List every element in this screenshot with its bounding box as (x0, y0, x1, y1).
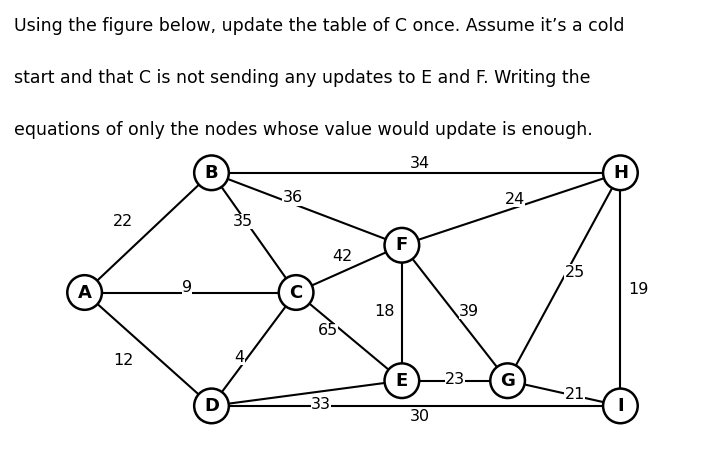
Text: I: I (617, 397, 624, 415)
Text: 65: 65 (318, 323, 338, 338)
Text: 22: 22 (114, 214, 133, 229)
Ellipse shape (194, 389, 229, 423)
Text: 19: 19 (628, 282, 648, 297)
Ellipse shape (384, 364, 419, 398)
Text: 23: 23 (445, 372, 465, 387)
Text: 35: 35 (233, 214, 253, 229)
Text: 24: 24 (505, 192, 525, 207)
Text: 36: 36 (283, 190, 302, 206)
Text: 21: 21 (565, 387, 584, 402)
Text: H: H (613, 164, 628, 182)
Text: 12: 12 (114, 353, 133, 368)
Text: C: C (290, 284, 302, 302)
Text: 25: 25 (565, 265, 584, 279)
Text: E: E (396, 372, 408, 390)
Text: 9: 9 (182, 280, 192, 295)
Ellipse shape (194, 156, 229, 190)
Text: 30: 30 (410, 410, 429, 424)
Text: Using the figure below, update the table of C once. Assume it’s a cold: Using the figure below, update the table… (14, 17, 625, 35)
Text: 34: 34 (410, 156, 429, 171)
Ellipse shape (603, 156, 638, 190)
Text: equations of only the nodes whose value would update is enough.: equations of only the nodes whose value … (14, 121, 593, 139)
Ellipse shape (67, 275, 102, 310)
Text: 4: 4 (235, 350, 245, 365)
Text: 33: 33 (311, 397, 331, 412)
Text: 42: 42 (332, 249, 352, 264)
Text: G: G (500, 372, 515, 390)
Text: A: A (78, 284, 92, 302)
Text: 18: 18 (374, 304, 395, 319)
Ellipse shape (490, 364, 525, 398)
Text: 39: 39 (459, 304, 479, 319)
Text: F: F (396, 236, 408, 254)
Ellipse shape (384, 228, 419, 262)
Text: B: B (204, 164, 219, 182)
Text: start and that C is not sending any updates to E and F. Writing the: start and that C is not sending any upda… (14, 69, 591, 87)
Ellipse shape (278, 275, 314, 310)
Ellipse shape (603, 389, 638, 423)
Text: D: D (204, 397, 219, 415)
